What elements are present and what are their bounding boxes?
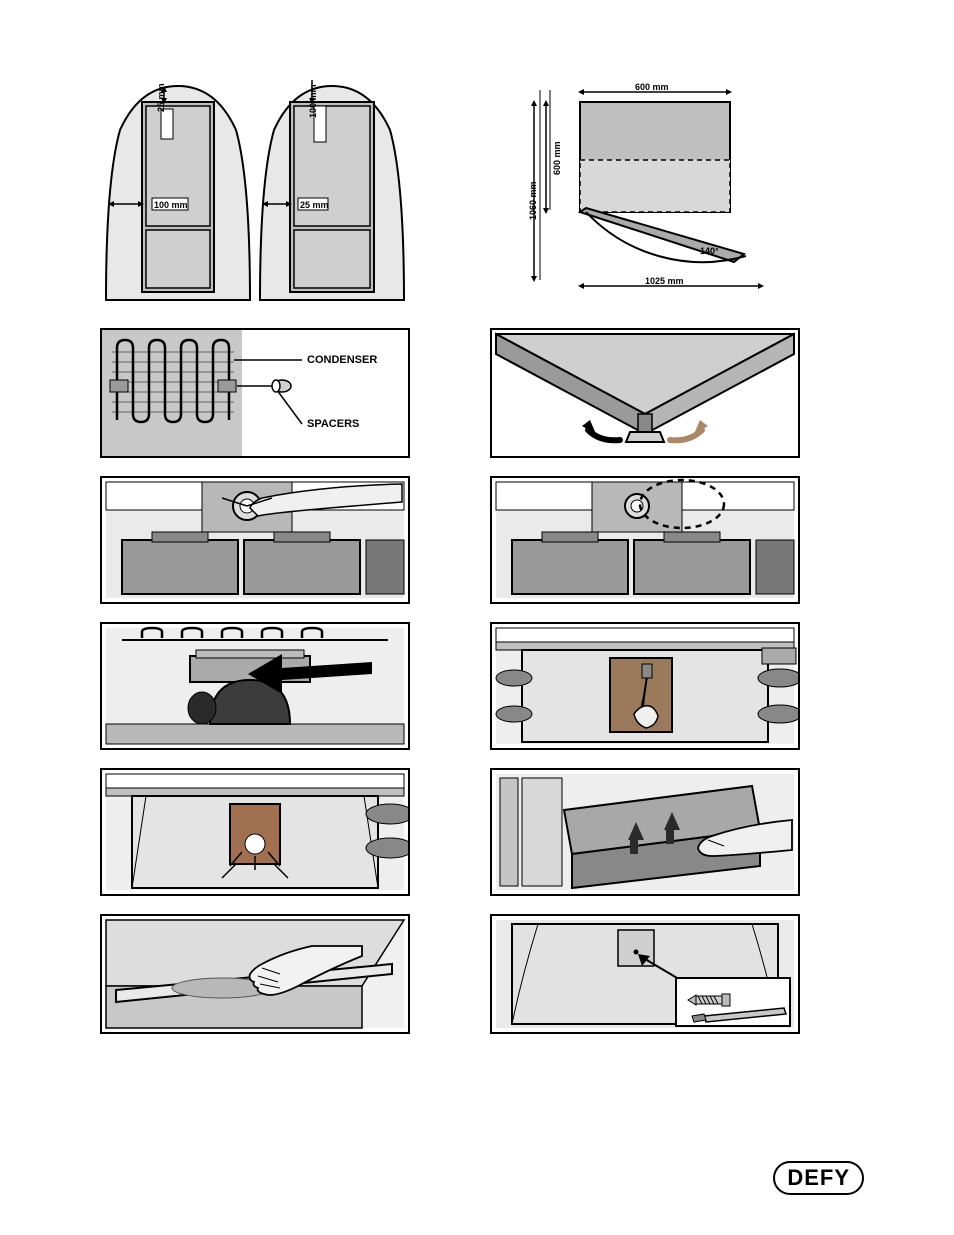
dim-swing: 1025 mm (645, 276, 684, 286)
figure-level-foot (490, 328, 800, 458)
label-spacers: SPACERS (307, 418, 359, 430)
figure-door-swing: 600 mm 600 mm 1060 mm 140° 1025 mm (490, 80, 800, 310)
figure-drain-screw (490, 914, 800, 1034)
figure-condenser: CONDENSER SPACERS (100, 328, 410, 458)
figure-scrape (490, 622, 800, 750)
figure-lamp-cover (490, 476, 800, 604)
figure-compressor (100, 622, 410, 750)
brand-text: DEFY (787, 1165, 850, 1190)
right-column: 600 mm 600 mm 1060 mm 140° 1025 mm (490, 80, 800, 1034)
dim-top-b: 100 mm (308, 84, 318, 118)
figure-remove-shelf (490, 768, 800, 896)
left-column: 25 mm 100 mm 100 mm 25 mm (100, 80, 410, 1034)
figure-interior-light (100, 768, 410, 896)
dim-side-a: 100 mm (154, 200, 188, 210)
clearance-diagram (100, 80, 410, 310)
dim-side-b: 25 mm (300, 200, 329, 210)
dim-width: 600 mm (635, 82, 669, 92)
dim-angle: 140° (700, 246, 719, 256)
brand-logo: DEFY (773, 1161, 864, 1195)
dim-top-a: 25 mm (156, 83, 166, 112)
label-condenser: CONDENSER (307, 354, 377, 366)
dim-total: 1060 mm (528, 181, 538, 220)
figure-clearance: 25 mm 100 mm 100 mm 25 mm (100, 80, 410, 310)
dim-depth: 600 mm (552, 141, 562, 175)
figure-wipe-shelf (100, 914, 410, 1034)
figure-thermostat (100, 476, 410, 604)
